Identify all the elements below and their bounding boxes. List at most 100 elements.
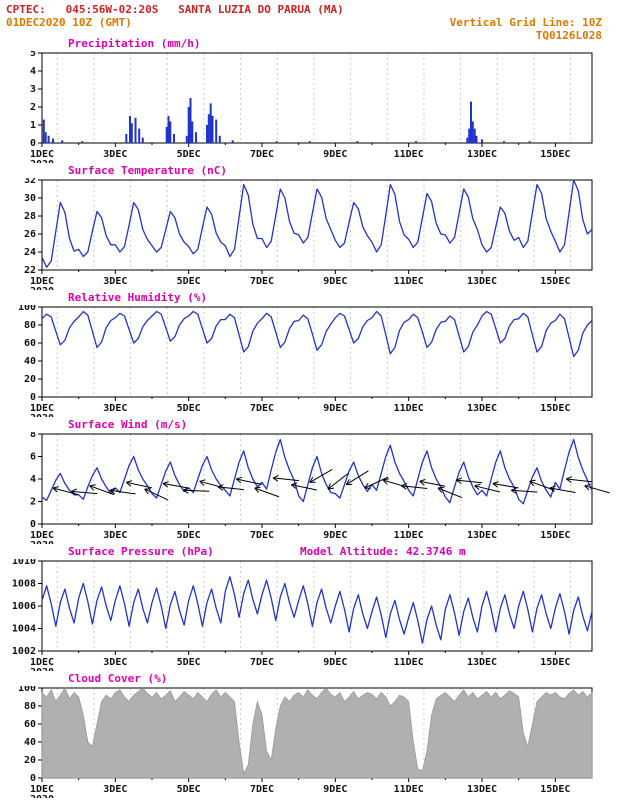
- svg-text:22: 22: [24, 265, 36, 276]
- svg-text:1DEC: 1DEC: [30, 149, 54, 160]
- svg-text:13DEC: 13DEC: [467, 657, 497, 668]
- humidity-chart: 0 20 40 60 80 100 1DEC 3DEC 5DEC 7DEC 9DEC 11DEC 13D…: [18, 305, 593, 417]
- precipitation-title: Precipitation (mm/h): [68, 37, 201, 50]
- product-code: TQ0126L028: [535, 29, 602, 42]
- svg-text:11DEC: 11DEC: [394, 530, 424, 541]
- header-line3: TQ0126L028: [6, 29, 602, 42]
- svg-text:1DEC: 1DEC: [30, 657, 54, 668]
- svg-text:13DEC: 13DEC: [467, 530, 497, 541]
- panel-temperature: Surface Temperature (nC) 22 24 26 28 30 32 1DE…: [0, 163, 618, 290]
- svg-text:7DEC: 7DEC: [250, 149, 274, 160]
- svg-text:0: 0: [30, 138, 36, 149]
- svg-text:0: 0: [30, 773, 36, 784]
- panel-precipitation: Precipitation (mm/h) 0 1 2 3 4 5 1DEC 3DEC 5DEC 7…: [0, 36, 618, 163]
- axes: 0 1 2 3 4 5 1DEC 3DEC 5DEC 7DEC 9DEC 11DEC 13DEC 15DE…: [30, 51, 593, 163]
- svg-text:3: 3: [30, 84, 36, 95]
- svg-text:13DEC: 13DEC: [467, 149, 497, 160]
- cloud-cover-title: Cloud Cover (%): [68, 672, 168, 685]
- svg-text:7DEC: 7DEC: [250, 784, 274, 795]
- svg-text:11DEC: 11DEC: [394, 149, 424, 160]
- svg-text:2020: 2020: [30, 286, 54, 290]
- svg-text:5: 5: [30, 51, 36, 59]
- svg-text:0: 0: [30, 392, 36, 403]
- svg-text:7DEC: 7DEC: [250, 657, 274, 668]
- svg-text:9DEC: 9DEC: [323, 657, 347, 668]
- gridlines: [56, 307, 572, 397]
- svg-text:3DEC: 3DEC: [103, 657, 127, 668]
- svg-text:1: 1: [30, 120, 36, 131]
- svg-text:11DEC: 11DEC: [394, 657, 424, 668]
- svg-text:15DEC: 15DEC: [540, 530, 570, 541]
- gridlines: [56, 180, 572, 270]
- temperature-title: Surface Temperature (nC): [68, 164, 227, 177]
- svg-text:5DEC: 5DEC: [177, 784, 201, 795]
- gridlines: [56, 434, 572, 524]
- panel-cloud-cover: Cloud Cover (%) 0 20 40 60 80 100 1DEC 3DEC 5DEC…: [0, 671, 618, 798]
- svg-text:11DEC: 11DEC: [394, 784, 424, 795]
- wind-chart: 0 2 4 6 8 1DEC 3DEC 5DEC 7DEC 9DEC 11DEC 13DEC 15DEC…: [30, 432, 610, 544]
- svg-text:1DEC: 1DEC: [30, 530, 54, 541]
- svg-text:32: 32: [24, 178, 36, 186]
- svg-text:1008: 1008: [12, 579, 36, 590]
- svg-text:1DEC: 1DEC: [30, 276, 54, 287]
- panel-wind: Surface Wind (m/s) 0 2 4 6 8 1DEC 3DEC 5DEC 7DEC…: [0, 417, 618, 544]
- svg-text:8: 8: [30, 432, 36, 440]
- model-altitude-label: Model Altitude: 42.3746 m: [300, 545, 466, 558]
- svg-text:4: 4: [30, 66, 36, 77]
- svg-text:15DEC: 15DEC: [540, 149, 570, 160]
- cloud-cover-series: [41, 687, 593, 779]
- svg-text:7DEC: 7DEC: [250, 403, 274, 414]
- svg-text:7DEC: 7DEC: [250, 276, 274, 287]
- svg-text:40: 40: [24, 356, 36, 367]
- svg-text:5DEC: 5DEC: [177, 403, 201, 414]
- svg-text:80: 80: [24, 320, 36, 331]
- svg-text:15DEC: 15DEC: [540, 403, 570, 414]
- svg-text:1006: 1006: [12, 601, 36, 612]
- svg-text:100: 100: [18, 305, 36, 313]
- svg-text:0: 0: [30, 519, 36, 530]
- axes: 0 20 40 60 80 100 1DEC 3DEC 5DEC 7DEC 9DEC 11DEC 13D…: [18, 305, 593, 417]
- pressure-series: [41, 576, 593, 644]
- svg-text:5DEC: 5DEC: [177, 530, 201, 541]
- svg-text:2020: 2020: [30, 413, 54, 417]
- svg-text:2020: 2020: [30, 794, 54, 798]
- run-datetime: 01DEC2020 10Z (GMT): [6, 16, 132, 29]
- svg-text:2: 2: [30, 497, 36, 508]
- temperature-chart: 22 24 26 28 30 32 1DEC 3DEC 5DEC 7DEC 9DEC 11DEC 13D…: [24, 178, 593, 290]
- vertical-grid-note: Vertical Grid Line: 10Z: [449, 16, 602, 29]
- svg-text:9DEC: 9DEC: [323, 530, 347, 541]
- svg-text:60: 60: [24, 338, 36, 349]
- header: CPTEC: 045:56W-02:20S SANTA LUZIA DO PAR…: [0, 0, 618, 42]
- svg-text:5DEC: 5DEC: [177, 657, 201, 668]
- station-title: CPTEC: 045:56W-02:20S SANTA LUZIA DO PAR…: [6, 3, 344, 16]
- svg-text:1DEC: 1DEC: [30, 403, 54, 414]
- axes: 1002 1004 1006 1008 1010 1DEC 3DEC 5DEC 7DEC 9DEC…: [12, 559, 593, 671]
- svg-text:9DEC: 9DEC: [323, 403, 347, 414]
- svg-text:3DEC: 3DEC: [103, 403, 127, 414]
- svg-text:30: 30: [24, 193, 36, 204]
- cloud-cover-chart: 0 20 40 60 80 100 1DEC 3DEC 5DEC 7DEC 9DEC 11DEC 13D…: [18, 686, 593, 798]
- svg-text:1DEC: 1DEC: [30, 784, 54, 795]
- pressure-chart: 1002 1004 1006 1008 1010 1DEC 3DEC 5DEC 7DEC 9DEC…: [12, 559, 593, 671]
- svg-text:6: 6: [30, 452, 36, 463]
- humidity-series: [41, 310, 593, 358]
- svg-text:13DEC: 13DEC: [467, 784, 497, 795]
- svg-text:100: 100: [18, 686, 36, 694]
- svg-text:3DEC: 3DEC: [103, 784, 127, 795]
- svg-text:2020: 2020: [30, 159, 54, 163]
- svg-text:2020: 2020: [30, 540, 54, 544]
- axes: 0 2 4 6 8 1DEC 3DEC 5DEC 7DEC 9DEC 11DEC 13DEC 15DEC…: [30, 432, 593, 544]
- pressure-title: Surface Pressure (hPa): [68, 545, 214, 558]
- wind-title: Surface Wind (m/s): [68, 418, 188, 431]
- svg-text:26: 26: [24, 229, 36, 240]
- svg-text:3DEC: 3DEC: [103, 276, 127, 287]
- svg-text:20: 20: [24, 374, 36, 385]
- svg-text:15DEC: 15DEC: [540, 276, 570, 287]
- humidity-title: Relative Humidity (%): [68, 291, 208, 304]
- wind-series: [41, 438, 593, 505]
- svg-text:40: 40: [24, 737, 36, 748]
- svg-text:80: 80: [24, 701, 36, 712]
- svg-text:3DEC: 3DEC: [103, 530, 127, 541]
- svg-text:60: 60: [24, 719, 36, 730]
